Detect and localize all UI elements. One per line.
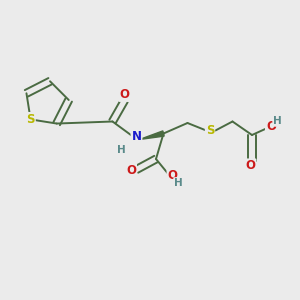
Text: O: O bbox=[167, 169, 178, 182]
Text: O: O bbox=[126, 164, 136, 178]
Text: H: H bbox=[117, 145, 126, 155]
Text: O: O bbox=[266, 119, 276, 133]
Text: N: N bbox=[131, 130, 142, 143]
Text: O: O bbox=[119, 88, 130, 101]
Text: O: O bbox=[245, 159, 256, 172]
Text: H: H bbox=[174, 178, 183, 188]
Text: S: S bbox=[26, 113, 35, 126]
Text: H: H bbox=[273, 116, 282, 126]
Text: S: S bbox=[206, 124, 214, 137]
Polygon shape bbox=[140, 131, 164, 140]
